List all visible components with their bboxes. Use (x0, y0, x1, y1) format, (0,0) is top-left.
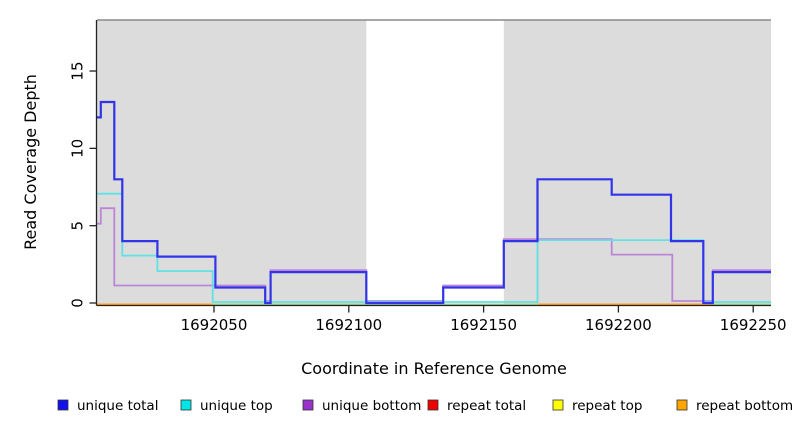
legend-label-unique-top: unique top (200, 398, 273, 414)
y-tick-label: 0 (69, 298, 87, 308)
legend-swatch-unique-top (180, 399, 192, 411)
x-tick-label: 1692250 (720, 316, 787, 334)
legend-label-repeat-bottom: repeat bottom (696, 398, 792, 414)
legend-swatch-repeat-top (552, 399, 564, 411)
x-tick-label: 1692050 (181, 316, 248, 334)
legend-label-unique-bottom: unique bottom (322, 398, 421, 414)
x-axis-title: Coordinate in Reference Genome (301, 359, 567, 378)
legend-swatch-repeat-bottom (676, 399, 688, 411)
legend-swatch-unique-total (57, 399, 69, 411)
x-tick-label: 1692100 (315, 316, 382, 334)
legend-label-repeat-top: repeat top (572, 398, 642, 414)
y-tick-label: 5 (69, 221, 87, 231)
series-line-unique-bottom (97, 207, 771, 302)
y-tick-label: 10 (69, 139, 87, 158)
masked-region (366, 20, 504, 306)
legend-label-unique-total: unique total (77, 398, 158, 414)
x-tick-label: 1692150 (450, 316, 517, 334)
legend-swatch-unique-bottom (302, 399, 314, 411)
y-axis-title: Read Coverage Depth (21, 74, 40, 250)
plot-panel-layer (97, 19, 771, 306)
legend-label-repeat-total: repeat total (447, 398, 526, 414)
legend-swatch-repeat-total (427, 399, 439, 411)
axes-layer: 0 5 10 15 1692050 1692100 1692150 1692200 169225… (69, 20, 787, 334)
series-layer (97, 100, 771, 306)
legend: unique total unique top unique bottom repea… (57, 398, 792, 414)
x-tick-label: 1692200 (585, 316, 652, 334)
series-line-unique-total (97, 100, 771, 305)
y-tick-label: 15 (69, 61, 87, 80)
